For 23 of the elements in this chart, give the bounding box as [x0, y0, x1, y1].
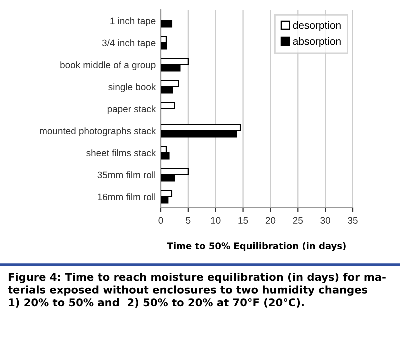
x-tick-label: 30: [320, 217, 330, 224]
y-tick-label: mounted photographs stack: [40, 128, 156, 136]
x-axis-title: Time to 50% Equilibration (in days): [167, 242, 346, 252]
y-tick-label: sheet films stack: [86, 150, 156, 157]
x-tick-label: 15: [238, 217, 248, 224]
x-tick-label: 25: [293, 217, 303, 224]
y-tick-label: single book: [108, 84, 156, 92]
y-tick-label: 35mm film roll: [98, 172, 156, 179]
caption: Figure 4: Time to reach moisture equilibration (in days) for ma- terials exposed without enclosures to two humidity changes 1) 20% to 50% and 2) 50% to 20% at 70°F (20°C).: [8, 273, 386, 308]
legend-label: desorption: [293, 22, 341, 32]
y-tick-label: 3/4 inch tape: [102, 40, 156, 48]
x-tick-label: 0: [158, 217, 164, 224]
x-tick-label: 20: [266, 217, 276, 224]
y-tick-label: book middle of a group: [60, 62, 156, 70]
y-tick-label: 16mm film roll: [98, 194, 156, 201]
bar: [161, 102, 176, 110]
y-tick-label: paper stack: [108, 106, 156, 114]
y-tick-label: 1 inch tape: [110, 18, 156, 26]
legend-label: absorption: [293, 38, 341, 48]
x-tick-label: 35: [348, 217, 358, 224]
x-tick-label: 5: [186, 217, 191, 224]
x-tick-label: 10: [211, 217, 221, 224]
bar: [161, 20, 173, 28]
